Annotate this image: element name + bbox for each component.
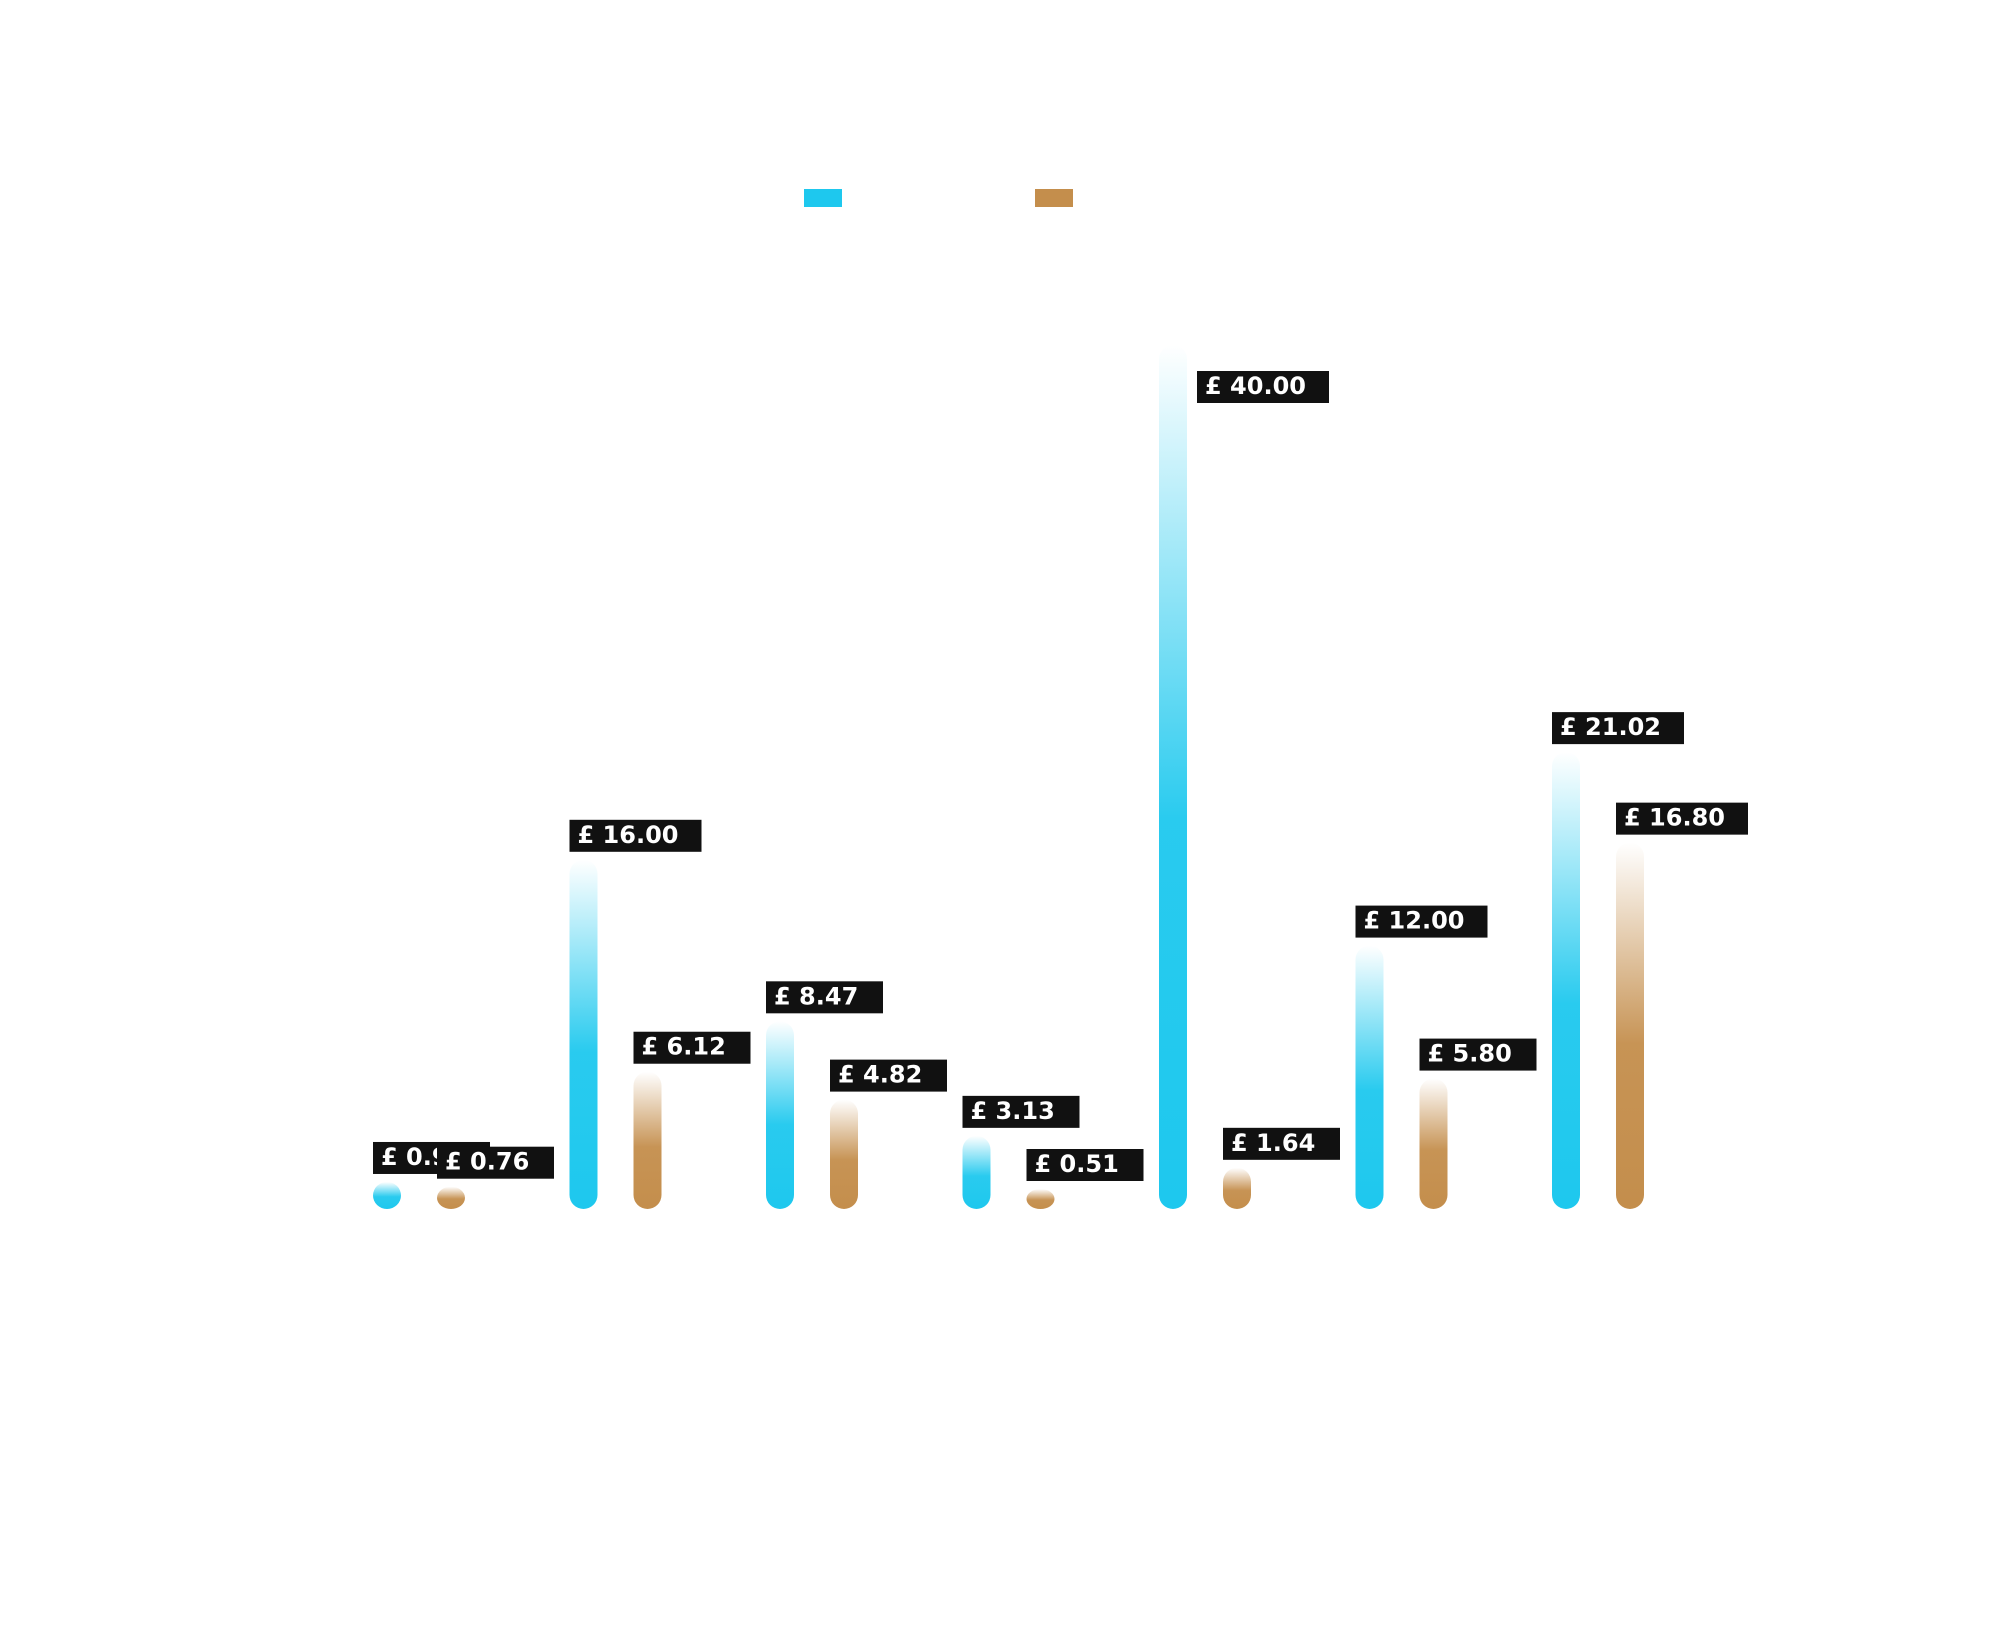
data-label-text: £ 21.02 (1560, 713, 1661, 741)
data-label-text: £ 12.00 (1364, 907, 1465, 935)
data-label-text: £ 5.80 (1428, 1040, 1512, 1068)
data-labels: £ 0.98£ 16.00£ 8.47£ 3.13£ 40.00£ 12.00£… (373, 371, 1748, 1181)
data-label-s2-c3: £ 4.82 (830, 1059, 947, 1092)
bar-s1-c3 (766, 1021, 794, 1209)
bar-s1-c7 (1552, 752, 1580, 1209)
bar-s1-c2 (569, 859, 598, 1209)
bar-s2-c4 (1026, 1189, 1055, 1209)
data-label-s2-c4: £ 0.51 (1026, 1149, 1144, 1181)
data-label-s2-c2: £ 6.12 (633, 1031, 751, 1064)
data-label-s2-c1: £ 0.76 (437, 1146, 554, 1179)
data-label-s2-c5: £ 1.64 (1223, 1127, 1340, 1160)
bars (373, 345, 1644, 1209)
bar-s2-c1 (437, 1186, 465, 1209)
data-label-text: £ 16.80 (1624, 804, 1725, 832)
data-label-text: £ 40.00 (1205, 372, 1306, 400)
bar-s2-c5 (1223, 1167, 1251, 1209)
data-label-s2-c7: £ 16.80 (1616, 802, 1748, 835)
data-label-text: £ 1.64 (1231, 1129, 1315, 1157)
bar-s2-c6 (1419, 1078, 1448, 1209)
data-label-s1-c2: £ 16.00 (569, 819, 702, 852)
data-label-text: £ 6.12 (642, 1033, 726, 1061)
data-label-s1-c5: £ 40.00 (1197, 371, 1329, 403)
bar-s1-c6 (1355, 945, 1384, 1209)
data-label-s1-c3: £ 8.47 (766, 981, 883, 1014)
data-label-text: £ 16.00 (578, 821, 679, 849)
bar-s2-c3 (830, 1099, 858, 1209)
data-label-s1-c7: £ 21.02 (1552, 712, 1684, 745)
data-label-s1-c6: £ 12.00 (1355, 905, 1488, 938)
bar-s1-c4 (962, 1135, 991, 1209)
data-label-s1-c4: £ 3.13 (962, 1095, 1080, 1128)
data-label-s2-c6: £ 5.80 (1419, 1038, 1537, 1071)
data-label-text: £ 4.82 (838, 1061, 922, 1089)
bar-s1-c5 (1159, 345, 1187, 1209)
bar-s2-c7 (1616, 842, 1644, 1209)
data-label-text: £ 0.76 (445, 1148, 529, 1176)
legend-swatch-1 (804, 189, 842, 207)
bar-s1-c1 (373, 1181, 401, 1209)
data-label-text: £ 8.47 (774, 982, 858, 1010)
data-label-text: £ 0.51 (1035, 1150, 1119, 1178)
legend (804, 189, 1073, 207)
legend-swatch-2 (1035, 189, 1073, 207)
bar-s2-c2 (633, 1071, 662, 1209)
data-label-text: £ 3.13 (971, 1097, 1055, 1125)
